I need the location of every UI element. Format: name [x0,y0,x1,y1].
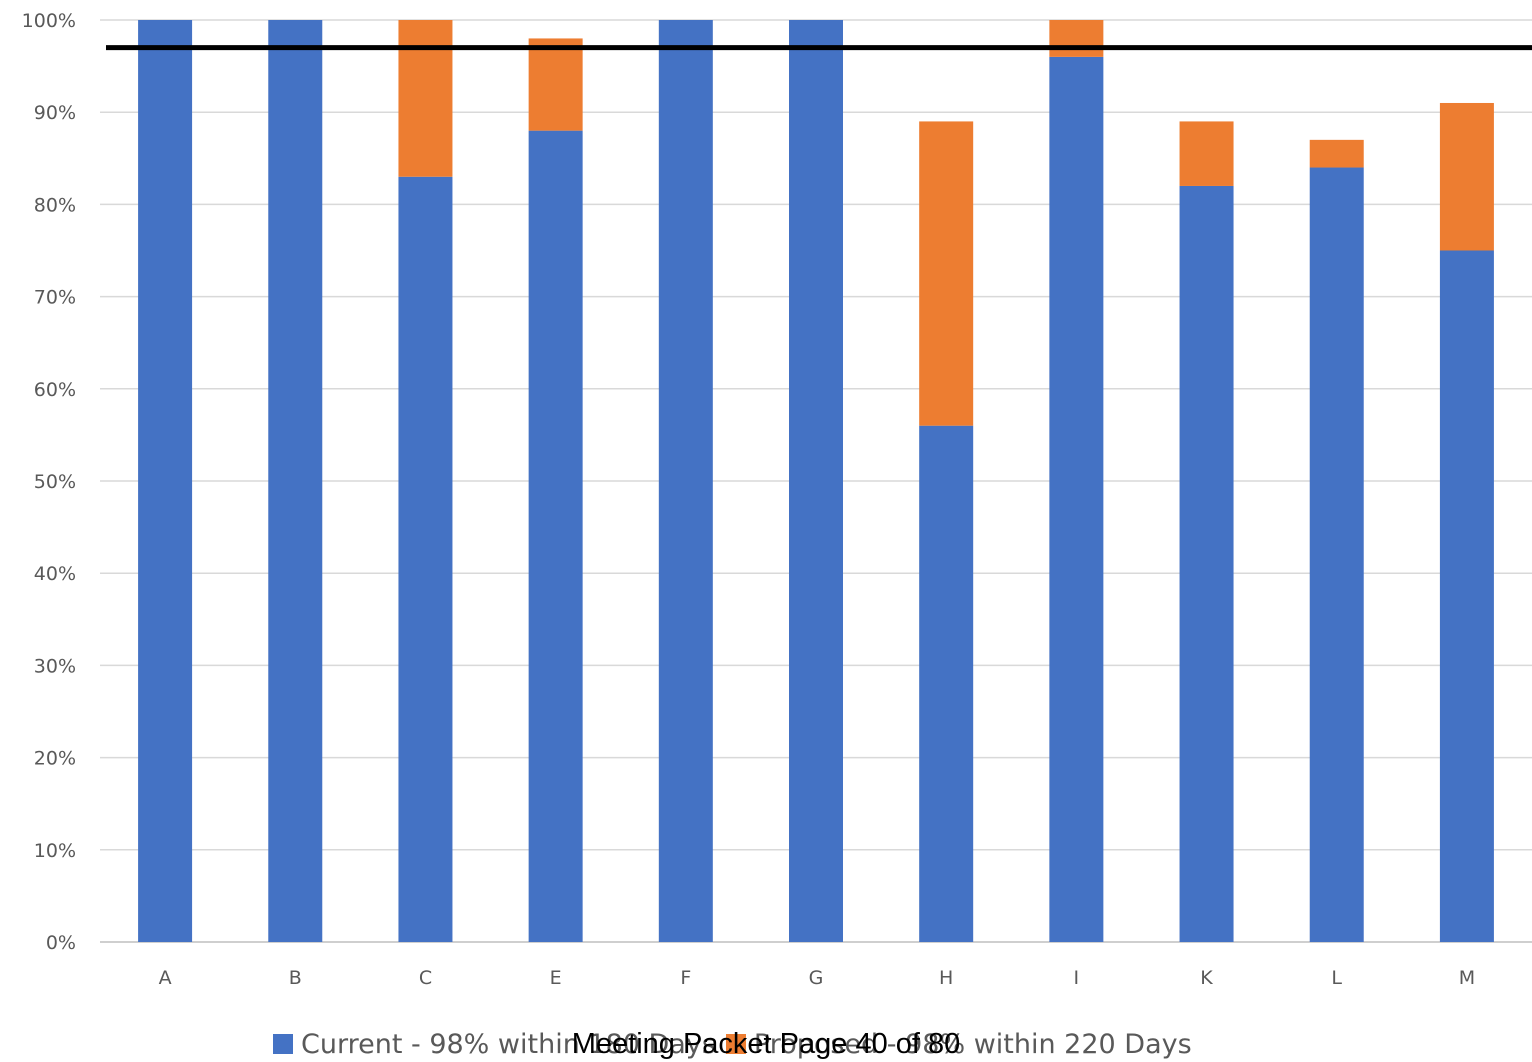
y-tick-label: 100% [22,10,76,32]
x-category-label: C [419,967,432,989]
legend-swatch-current [273,1034,293,1054]
y-tick-label: 80% [34,194,76,216]
x-category-label: L [1331,967,1342,989]
y-tick-label: 20% [34,748,76,770]
legend-swatch-proposed [725,1034,746,1054]
y-tick-label: 0% [46,932,76,954]
bar-proposed [1179,121,1234,186]
legend-item-current: Current - 98% within 180 Days [273,1029,716,1060]
bar-current [138,20,193,942]
y-tick-label: 70% [34,287,76,309]
bar-proposed [1439,102,1494,251]
x-category-label: F [680,967,691,989]
bar-current [658,20,713,942]
legend-label-proposed: Proposed - 98% within 220 Days [753,1028,1192,1060]
legend-label-current: Current - 98% within 180 Days [301,1028,716,1060]
y-tick-label: 60% [34,379,76,401]
bar-proposed [1049,20,1104,57]
y-tick-label: 30% [34,655,76,677]
bar-proposed [398,20,453,177]
x-category-label: H [939,967,953,989]
bar-current [1049,56,1104,942]
bar-current [919,425,974,942]
legend: Current - 98% within 180 Days Proposed -… [273,1026,1192,1062]
bar-current [398,176,453,943]
x-category-label: G [809,967,824,989]
bar-current [1179,185,1234,942]
x-category-label: K [1200,967,1213,989]
bar-current [268,20,323,942]
x-category-label: A [159,967,172,989]
y-tick-label: 10% [34,840,76,862]
bar-current [528,130,583,942]
bar-current [789,20,843,942]
bar-proposed [1309,139,1364,168]
x-category-label: B [289,967,302,989]
y-tick-label: 90% [34,102,76,124]
bar-current [1309,167,1364,942]
bar-proposed [919,121,974,426]
x-category-label: M [1459,967,1475,989]
bars [138,20,1494,943]
bar-current [1439,250,1494,942]
x-category-label: I [1074,967,1080,989]
legend-item-proposed: Proposed - 98% within 220 Days [725,1028,1192,1060]
y-axis-tick-labels: 0% 10% 20% 30% 40% 50% 60% 70% 80% 90% 100% [22,10,76,954]
y-tick-label: 40% [34,563,76,585]
x-category-label: E [550,967,562,989]
y-tick-label: 50% [34,471,76,493]
bar-proposed [528,38,583,131]
